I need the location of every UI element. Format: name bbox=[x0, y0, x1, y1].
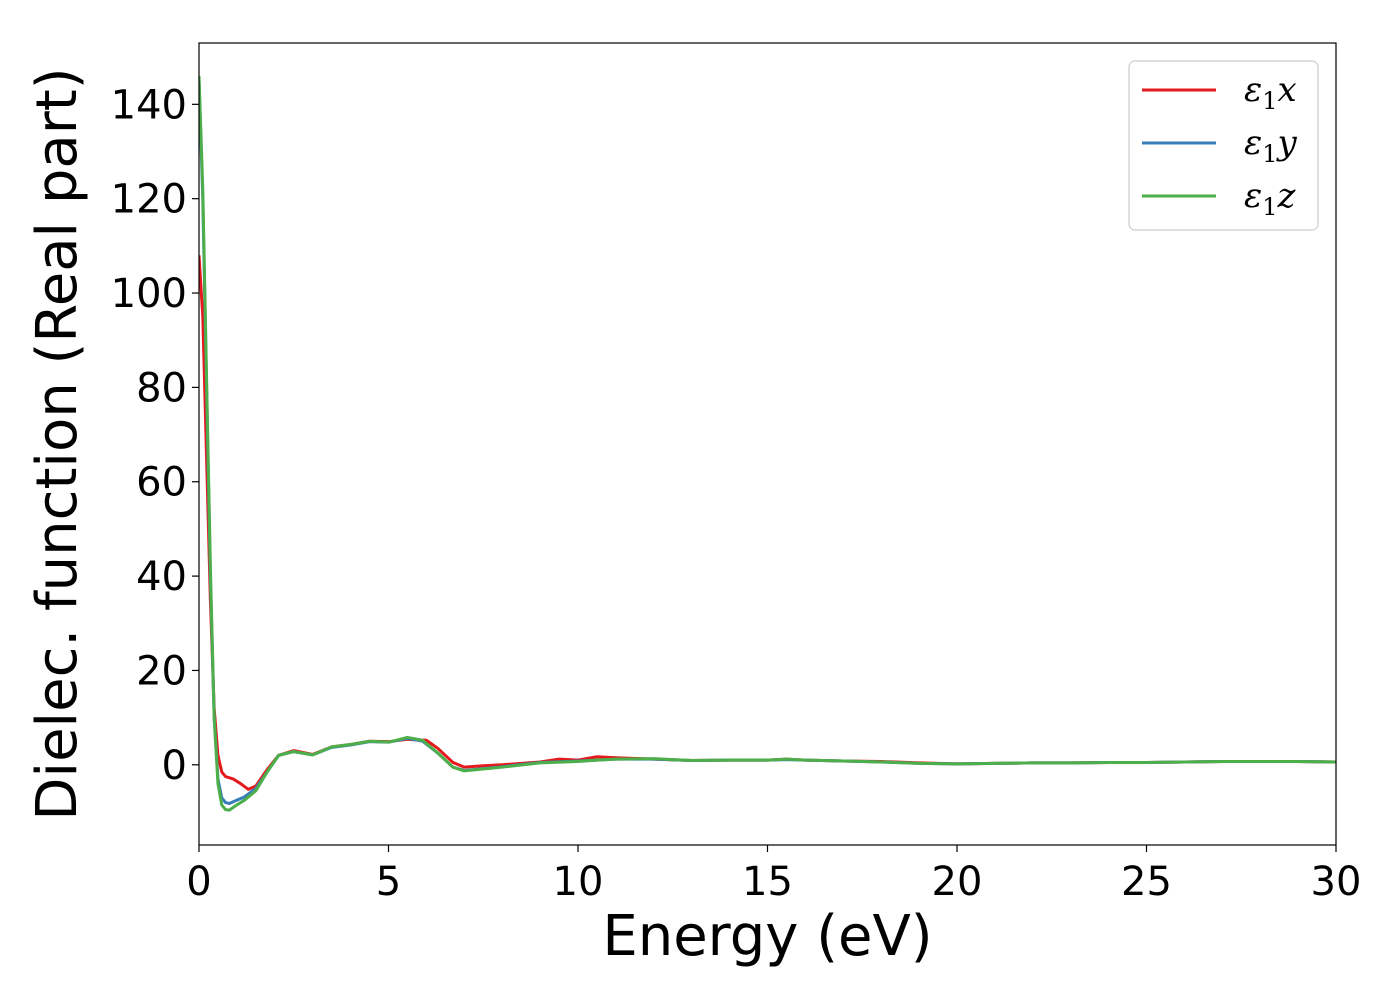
y-tick-label: 40 bbox=[136, 554, 187, 600]
x-tick-label: 25 bbox=[1121, 859, 1172, 905]
y-tick-label: 60 bbox=[136, 460, 187, 506]
x-axis-ticks: 0 5 10 15 20 25 30 bbox=[186, 845, 1361, 905]
y-tick-label: 80 bbox=[136, 365, 187, 411]
x-tick-label: 30 bbox=[1311, 859, 1362, 905]
y-tick-label: 0 bbox=[162, 743, 187, 789]
x-tick-label: 15 bbox=[742, 859, 793, 905]
series-line-x bbox=[199, 255, 1336, 791]
legend-box bbox=[1128, 60, 1319, 231]
x-tick-label: 5 bbox=[376, 859, 401, 905]
x-tick-label: 0 bbox=[186, 859, 211, 905]
y-tick-label: 140 bbox=[111, 82, 187, 128]
x-tick-label: 10 bbox=[553, 859, 604, 905]
legend-label-x: ε1x bbox=[1244, 70, 1297, 115]
series-line-z bbox=[199, 75, 1336, 812]
y-tick-label: 100 bbox=[111, 271, 187, 317]
x-tick-label: 20 bbox=[932, 859, 983, 905]
legend-label-z: ε1z bbox=[1244, 176, 1297, 221]
y-tick-label: 20 bbox=[136, 648, 187, 694]
y-axis-ticks: 0 20 40 60 80 100 120 140 bbox=[111, 82, 199, 789]
legend: ε1x ε1y ε1z bbox=[1128, 60, 1319, 231]
plot-lines bbox=[199, 75, 1336, 812]
y-axis-title: Dielec. function (Real part) bbox=[25, 67, 90, 820]
x-axis-title: Energy (eV) bbox=[602, 904, 932, 969]
y-tick-label: 120 bbox=[111, 177, 187, 223]
legend-label-y: ε1y bbox=[1244, 123, 1298, 168]
